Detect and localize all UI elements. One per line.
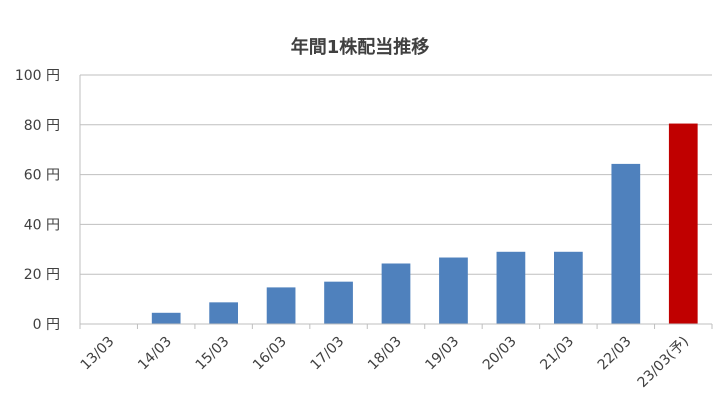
chart-title: 年間1株配当推移 — [291, 36, 430, 58]
y-tick-label-40: 40 円 — [24, 217, 60, 233]
gridlines — [80, 74, 712, 275]
bars — [151, 123, 698, 325]
x-tick-label-21/03: 21/03 — [537, 334, 577, 374]
y-tick-label-0: 0 円 — [33, 317, 60, 333]
bar-15/03 — [209, 302, 238, 324]
x-tick-label-14/03: 14/03 — [135, 334, 175, 374]
bar-21/03 — [554, 251, 583, 324]
bar-18/03 — [381, 263, 411, 324]
x-tick-label-16/03: 16/03 — [250, 334, 290, 374]
x-tick-label-19/03: 19/03 — [422, 334, 462, 374]
x-tick-label-18/03: 18/03 — [365, 334, 405, 374]
x-tick-label-17/03: 17/03 — [308, 334, 348, 374]
bar-19/03 — [439, 257, 468, 324]
bar-23/03(予) — [668, 123, 698, 325]
y-tick-label-80: 80 円 — [24, 118, 60, 134]
x-tick-label-20/03: 20/03 — [480, 334, 520, 374]
x-tick-label-22/03: 22/03 — [595, 334, 635, 374]
bar-17/03 — [324, 281, 353, 324]
x-tick-label-15/03: 15/03 — [193, 334, 233, 374]
bar-20/03 — [496, 251, 526, 324]
x-tick-label-13/03: 13/03 — [78, 334, 118, 374]
y-tick-labels: 0 円 20 円 40 円 60 円 80 円 100 円 — [15, 68, 60, 333]
x-tick-label-23/03(予): 23/03(予) — [635, 334, 692, 391]
bar-16/03 — [266, 287, 296, 324]
bar-22/03 — [611, 163, 641, 324]
bar-14/03 — [151, 312, 181, 324]
y-tick-label-60: 60 円 — [24, 168, 60, 184]
y-tick-label-20: 20 円 — [24, 267, 60, 283]
axes — [79, 75, 713, 329]
x-tick-labels: 13/03 14/03 15/03 16/03 17/03 18/03 19/03 20/03… — [78, 334, 692, 391]
y-tick-label-100: 100 円 — [15, 68, 60, 84]
